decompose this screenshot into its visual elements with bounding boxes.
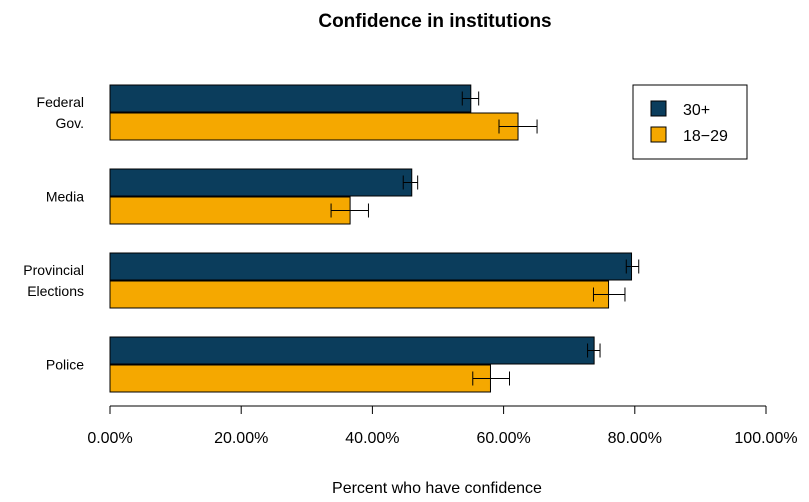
x-tick-label-5: 100.00% bbox=[734, 430, 797, 447]
error-bars-layer bbox=[330, 91, 640, 386]
category-label-1-0: Media bbox=[46, 189, 84, 205]
x-axis: 0.00% 20.00% 40.00% 60.00% 80.00% 100.00% bbox=[87, 405, 798, 447]
chart-title: Confidence in institutions bbox=[318, 11, 551, 32]
legend-swatch-1 bbox=[650, 126, 667, 143]
category-label-3-0: Police bbox=[46, 357, 84, 373]
bar-age-18-29-3 bbox=[109, 364, 491, 393]
x-tick-label-0: 0.00% bbox=[87, 430, 132, 447]
error-bar-1-2 bbox=[592, 287, 626, 302]
error-bar-1-3 bbox=[472, 371, 511, 386]
error-bar-0-0 bbox=[461, 91, 480, 106]
error-bar-1-1 bbox=[330, 203, 369, 218]
error-bar-1-0 bbox=[498, 119, 538, 134]
category-label-2-1: Elections bbox=[27, 283, 84, 299]
legend-label-1: 18−29 bbox=[683, 128, 728, 145]
category-label-0-1: Gov. bbox=[55, 115, 84, 131]
bar-age-30-plus-3 bbox=[109, 336, 595, 365]
x-axis-label: Percent who have confidence bbox=[332, 480, 542, 497]
legend-box bbox=[632, 84, 748, 160]
bar-age-30-plus-1 bbox=[109, 168, 413, 197]
bar-age-30-plus-0 bbox=[109, 84, 472, 113]
x-tick-label-2: 40.00% bbox=[345, 430, 399, 447]
bar-age-18-29-0 bbox=[109, 112, 519, 141]
bars-layer bbox=[109, 84, 633, 393]
error-bar-0-2 bbox=[625, 259, 640, 274]
bar-age-30-plus-2 bbox=[109, 252, 633, 281]
x-tick-label-4: 80.00% bbox=[608, 430, 662, 447]
legend: 30+ 18−29 bbox=[632, 84, 748, 160]
category-label-2-0: Provincial bbox=[23, 262, 84, 278]
error-bar-0-3 bbox=[587, 343, 601, 358]
legend-label-0: 30+ bbox=[683, 102, 710, 119]
category-label-0-0: Federal bbox=[37, 94, 84, 110]
bar-age-18-29-1 bbox=[109, 196, 351, 225]
x-tick-label-1: 20.00% bbox=[214, 430, 268, 447]
bar-age-18-29-2 bbox=[109, 280, 610, 309]
legend-swatch-0 bbox=[650, 100, 667, 117]
x-tick-label-3: 60.00% bbox=[476, 430, 530, 447]
category-labels: Federal Gov. Media Provincial Elections Polic… bbox=[23, 94, 84, 373]
error-bar-0-1 bbox=[402, 175, 419, 190]
